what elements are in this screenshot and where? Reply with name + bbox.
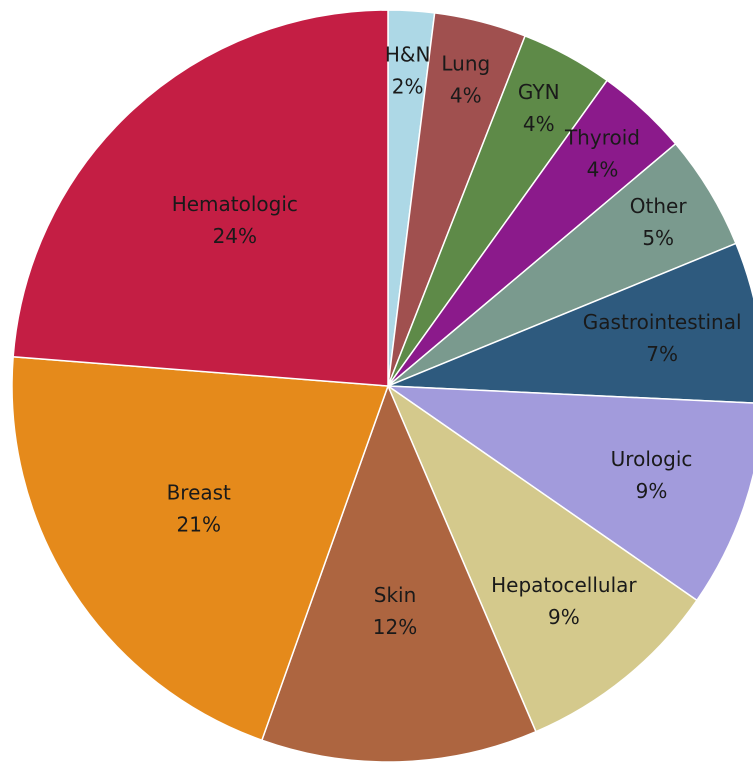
slice-label: Other (630, 194, 688, 218)
slice-label: Hepatocellular (491, 573, 637, 597)
slice-value-label: 7% (646, 342, 678, 366)
slice-value-label: 24% (213, 224, 257, 248)
slice-label: Lung (441, 51, 490, 75)
pie-slice (12, 9, 389, 387)
slice-label: H&N (385, 42, 431, 66)
slice-value-label: 9% (548, 605, 580, 629)
slice-label: Skin (374, 583, 417, 607)
slice-label: Thyroid (564, 126, 640, 150)
slice-value-label: 12% (373, 615, 417, 639)
pie-slice (385, 385, 753, 602)
slice-label: GYN (518, 80, 560, 104)
pie-slice (386, 383, 698, 733)
slice-label: Gastrointestinal (583, 310, 742, 334)
slice-label: Urologic (611, 447, 693, 471)
slice-value-label: 4% (523, 112, 555, 136)
slice-value-label: 2% (392, 74, 424, 98)
slice-value-label: 4% (587, 158, 619, 182)
slice-value-label: 9% (636, 479, 668, 503)
slice-label: Hematologic (172, 192, 298, 216)
pie-slice (387, 242, 753, 404)
slice-value-label: 4% (450, 83, 482, 107)
pie-slice (11, 355, 390, 742)
slice-value-label: 5% (642, 226, 674, 250)
slice-label: Breast (167, 480, 231, 504)
slice-value-label: 21% (177, 512, 221, 536)
